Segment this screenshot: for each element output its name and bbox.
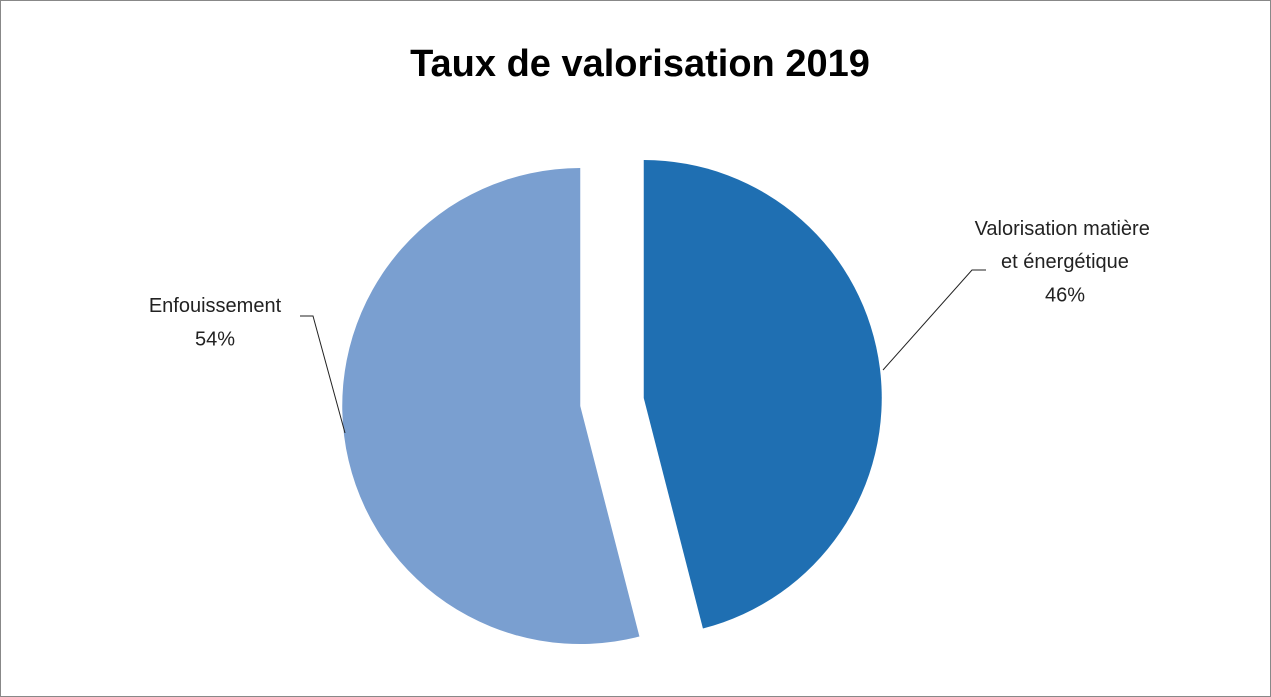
chart-title: Taux de valorisation 2019 — [410, 43, 870, 85]
value-label: 54% — [195, 328, 235, 350]
pie-slice — [342, 168, 640, 645]
value-label: 46% — [1045, 284, 1085, 306]
slice-label: Enfouissement — [149, 295, 282, 317]
pie-slice — [643, 159, 882, 629]
leader-line — [300, 315, 346, 434]
leader-line — [882, 269, 986, 371]
slice-label: Valorisation matière et énergétique — [975, 218, 1156, 273]
